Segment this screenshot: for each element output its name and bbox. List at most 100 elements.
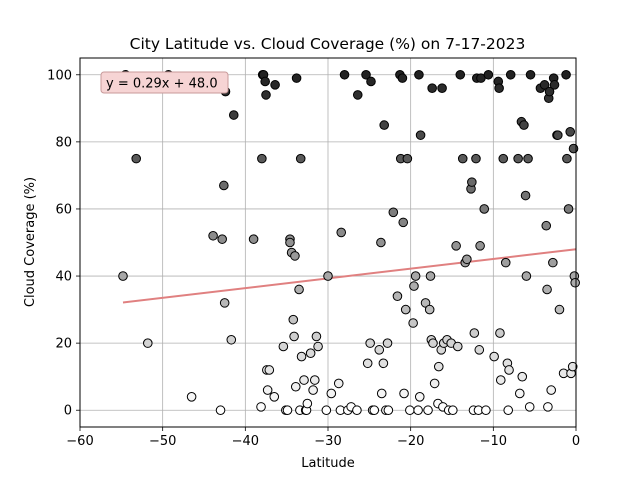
- data-point: [539, 80, 550, 90]
- data-point: [425, 271, 436, 281]
- data-point: [309, 375, 320, 385]
- data-point: [295, 153, 306, 164]
- data-points: [118, 69, 580, 416]
- data-point: [352, 405, 362, 416]
- data-point: [462, 254, 472, 265]
- data-point: [467, 177, 477, 187]
- regression-group: [122, 248, 577, 304]
- data-point: [542, 284, 552, 295]
- data-point: [554, 304, 565, 315]
- data-point: [333, 378, 344, 389]
- y-tick-label: 40: [55, 270, 72, 285]
- data-point: [405, 405, 415, 416]
- data-point: [424, 304, 435, 315]
- y-tick-label: 20: [55, 337, 72, 352]
- data-point: [514, 388, 525, 399]
- data-point: [437, 83, 447, 93]
- data-point: [452, 341, 463, 352]
- data-point: [423, 405, 433, 416]
- y-tick-label: 60: [55, 202, 72, 217]
- regression-line: [122, 248, 577, 304]
- data-point: [399, 388, 409, 399]
- y-tick-label: 100: [47, 68, 72, 83]
- data-point: [305, 348, 316, 359]
- data-point: [523, 153, 533, 164]
- data-point: [289, 331, 299, 342]
- data-point: [336, 227, 347, 238]
- data-point: [269, 392, 280, 402]
- data-point: [400, 304, 411, 315]
- data-point: [288, 314, 299, 325]
- data-point: [541, 220, 552, 231]
- data-point: [500, 257, 511, 268]
- data-point: [505, 69, 516, 80]
- data-point: [409, 281, 419, 291]
- data-point: [520, 190, 531, 201]
- data-point: [561, 69, 571, 80]
- data-point: [517, 371, 528, 382]
- data-point: [398, 217, 409, 228]
- data-point: [131, 153, 142, 164]
- data-point: [565, 127, 576, 137]
- data-point: [525, 69, 536, 80]
- data-point: [448, 405, 458, 416]
- data-point: [548, 257, 558, 268]
- data-point: [489, 351, 499, 362]
- data-point: [186, 392, 197, 402]
- data-point: [498, 153, 509, 164]
- data-point: [519, 120, 529, 130]
- data-point: [402, 153, 413, 164]
- data-point: [415, 130, 426, 140]
- data-point: [451, 241, 461, 251]
- data-point: [256, 402, 266, 412]
- data-point: [118, 271, 128, 281]
- data-point: [302, 398, 313, 409]
- data-point: [278, 341, 289, 352]
- data-point: [361, 69, 371, 80]
- data-point: [475, 241, 485, 251]
- data-point: [208, 230, 218, 241]
- data-point: [483, 69, 494, 80]
- y-tick-label: 80: [55, 135, 72, 150]
- data-point: [369, 405, 380, 416]
- data-point: [219, 180, 229, 191]
- data-point: [474, 345, 485, 355]
- data-point: [376, 237, 386, 248]
- data-point: [260, 76, 270, 87]
- data-point: [323, 271, 333, 281]
- data-point: [142, 338, 153, 348]
- data-point: [549, 80, 560, 90]
- data-point: [570, 277, 580, 288]
- data-point: [408, 318, 418, 328]
- x-tick-label: −60: [66, 434, 93, 449]
- data-point: [226, 334, 237, 345]
- x-tick-label: 0: [572, 434, 580, 449]
- data-point: [383, 405, 394, 416]
- data-point: [352, 90, 363, 100]
- data-point: [290, 251, 300, 261]
- data-point: [504, 365, 514, 375]
- data-point: [521, 271, 532, 281]
- data-point: [457, 153, 468, 164]
- data-point: [376, 388, 387, 399]
- data-point: [270, 80, 280, 90]
- data-point: [285, 237, 295, 248]
- data-point: [339, 69, 350, 80]
- data-point: [326, 388, 337, 399]
- data-point: [553, 130, 563, 140]
- data-point: [469, 328, 480, 338]
- x-tick-label: −20: [397, 434, 424, 449]
- data-point: [366, 76, 376, 87]
- equation-annotation: y = 0.29x + 48.0: [100, 71, 229, 94]
- x-tick-label: −50: [149, 434, 176, 449]
- data-point: [455, 69, 466, 80]
- data-point: [291, 73, 302, 83]
- data-point: [503, 405, 514, 416]
- y-tick-label: 0: [64, 404, 72, 419]
- data-point: [524, 402, 535, 412]
- data-point: [374, 345, 385, 355]
- data-point: [313, 341, 323, 352]
- data-point: [429, 378, 440, 389]
- data-point: [428, 338, 438, 348]
- data-point: [495, 328, 505, 338]
